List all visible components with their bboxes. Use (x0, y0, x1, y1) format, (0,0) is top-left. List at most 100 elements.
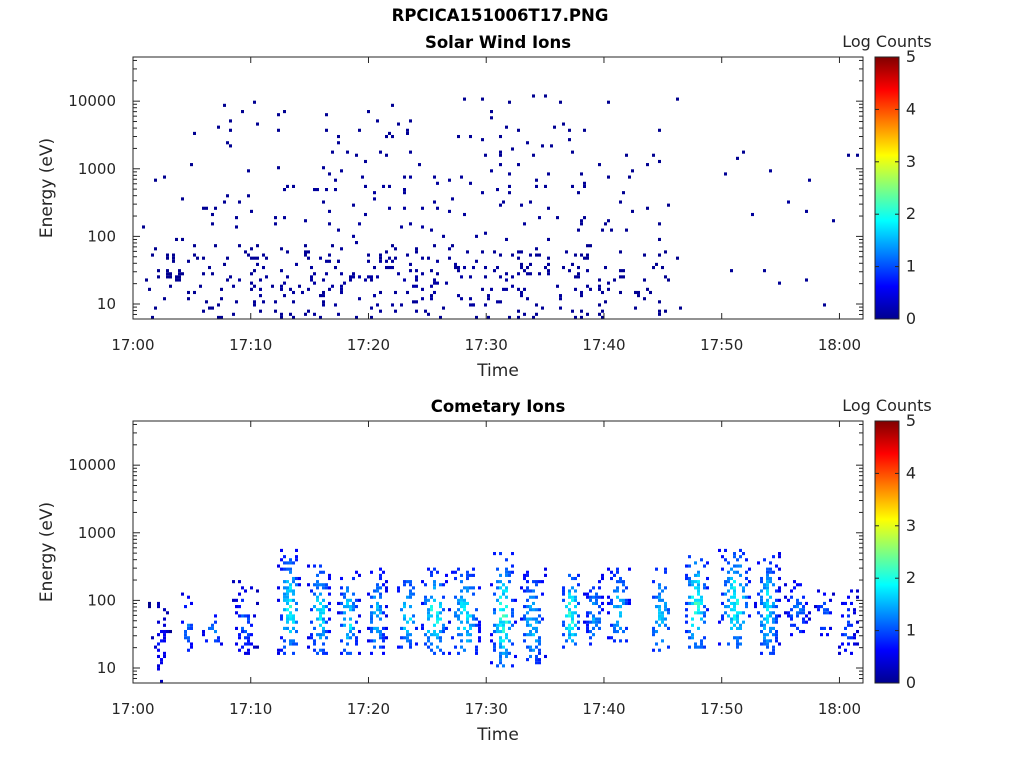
heatmap-cell (244, 642, 247, 646)
heatmap-cell (376, 608, 379, 612)
heatmap-cell (535, 639, 538, 643)
heatmap-cell (247, 648, 250, 652)
heatmap-cell (376, 601, 379, 606)
heatmap-cell (427, 639, 430, 643)
heatmap-cell (322, 620, 325, 624)
heatmap-cell (289, 561, 292, 565)
heatmap-cell (733, 617, 736, 621)
heatmap-cell (688, 564, 691, 568)
heatmap-cell (502, 200, 505, 204)
heatmap-cell (739, 642, 742, 646)
heatmap-cell (784, 583, 787, 587)
heatmap-cell (769, 639, 772, 643)
heatmap-cell (454, 595, 457, 599)
heatmap-cell (571, 309, 574, 313)
heatmap-cell (601, 290, 604, 295)
heatmap-cell (385, 605, 388, 609)
heatmap-cell (193, 253, 196, 257)
heatmap-cell (808, 178, 811, 182)
heatmap-cell (256, 244, 259, 248)
heatmap-cell (460, 605, 463, 609)
heatmap-cell (757, 561, 760, 565)
heatmap-cell (733, 636, 736, 640)
heatmap-cell (850, 589, 853, 593)
heatmap-cell (352, 608, 355, 612)
heatmap-cell (445, 626, 448, 630)
heatmap-cell (655, 595, 658, 599)
heatmap-cell (535, 253, 538, 257)
heatmap-cell (430, 608, 433, 612)
heatmap-cell (502, 639, 505, 643)
heatmap-cell (847, 595, 850, 599)
heatmap-cell (289, 629, 292, 634)
heatmap-cell (664, 623, 667, 627)
heatmap-cell (592, 617, 595, 621)
heatmap-cell (802, 608, 805, 612)
heatmap-cell (508, 100, 511, 104)
heatmap-cell (340, 592, 343, 596)
heatmap-cell (586, 244, 589, 248)
heatmap-cell (409, 639, 412, 643)
heatmap-cell (586, 614, 589, 618)
heatmap-cell (505, 614, 508, 618)
heatmap-cell (415, 250, 418, 254)
heatmap-cell (406, 253, 409, 257)
heatmap-cell (622, 598, 625, 602)
heatmap-cell (157, 667, 160, 671)
heatmap-cell (547, 256, 550, 260)
heatmap-cell (322, 598, 325, 602)
heatmap-cell (433, 567, 436, 571)
heatmap-cell (658, 595, 661, 599)
heatmap-cell (523, 639, 526, 643)
heatmap-cell (352, 633, 355, 637)
heatmap-cell (736, 601, 739, 606)
heatmap-cell (619, 275, 622, 279)
heatmap-cell (454, 645, 457, 649)
heatmap-cell (490, 583, 493, 587)
heatmap-cell (622, 580, 625, 584)
heatmap-cell (370, 629, 373, 634)
heatmap-cell (589, 595, 592, 599)
y-tick-label: 1000 (78, 160, 116, 178)
heatmap-cell (409, 595, 412, 599)
heatmap-cell (766, 639, 769, 643)
heatmap-cell (280, 284, 283, 288)
heatmap-cell (853, 611, 856, 615)
heatmap-cell (793, 586, 796, 590)
heatmap-cell (661, 617, 664, 621)
heatmap-cell (703, 636, 706, 640)
heatmap-cell (370, 617, 373, 621)
heatmap-cell (340, 623, 343, 627)
heatmap-cell (697, 580, 700, 584)
heatmap-cell (220, 297, 223, 301)
heatmap-cell (229, 119, 232, 123)
heatmap-cell (733, 592, 736, 596)
heatmap-cell (181, 197, 184, 201)
heatmap-cell (232, 284, 235, 288)
heatmap-cell (532, 617, 535, 621)
heatmap-cell (235, 605, 238, 609)
heatmap-cell (664, 570, 667, 574)
heatmap-cell (313, 639, 316, 643)
heatmap-cell (163, 175, 166, 179)
heatmap-cell (697, 589, 700, 593)
heatmap-cell (403, 617, 406, 621)
heatmap-cell (820, 626, 823, 630)
heatmap-cell (568, 601, 571, 606)
heatmap-cell (379, 595, 382, 599)
heatmap-cell (457, 134, 460, 139)
heatmap-cell (508, 172, 511, 176)
heatmap-cell (490, 639, 493, 643)
heatmap-cell (607, 601, 610, 606)
heatmap-cell (322, 200, 325, 204)
heatmap-cell (760, 620, 763, 624)
heatmap-cell (250, 272, 253, 276)
heatmap-cell (661, 611, 664, 615)
heatmap-cell (496, 664, 499, 668)
heatmap-cell (766, 586, 769, 590)
heatmap-cell (208, 626, 211, 630)
heatmap-cell (286, 184, 289, 188)
heatmap-cell (280, 269, 283, 273)
heatmap-cell (172, 253, 175, 257)
heatmap-cell (166, 269, 169, 273)
